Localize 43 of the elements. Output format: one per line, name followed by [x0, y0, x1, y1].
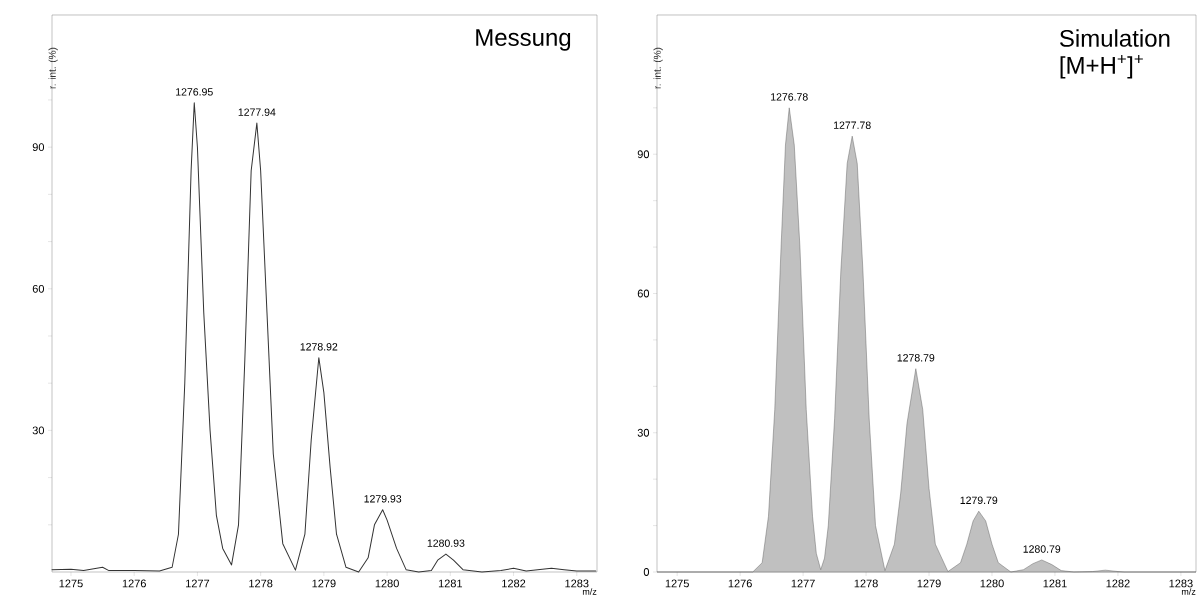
x-tick-label: 1276	[122, 579, 146, 588]
x-tick-label: 1277	[186, 579, 210, 588]
y-tick-label: 30	[637, 428, 650, 437]
annotation: 1278.79	[897, 354, 935, 362]
x-tick-label: 1279	[312, 579, 336, 588]
x-tick-label: 1275	[665, 579, 689, 588]
x-tick-label: 1278	[854, 579, 878, 588]
annotation: 1277.78	[834, 121, 871, 129]
annotation: 1276.95	[176, 88, 213, 96]
x-tick-label: 1280	[980, 579, 1004, 588]
y-tick-label: 60	[32, 284, 45, 293]
text: [M+H$^{+}$]$^{+}$	[1060, 54, 1143, 79]
x-tick-label: 1281	[1043, 579, 1067, 588]
x-tick-label: 1282	[1106, 579, 1130, 588]
x-tick-label: 1283	[1169, 579, 1193, 588]
text: Messung	[476, 29, 571, 51]
x-axis-title: m/z	[582, 588, 597, 595]
annotation: 1278.92	[300, 343, 338, 351]
y-axis-title: r. int. (%)	[653, 47, 663, 89]
annotation: 1280.79	[1023, 545, 1061, 553]
annotation: 1277.94	[238, 108, 276, 116]
x-tick-label: 1282	[502, 579, 526, 588]
annotation: 1279.79	[960, 496, 998, 504]
x-tick-label: 1276	[728, 579, 752, 588]
x-tick-label: 1280	[375, 579, 399, 588]
x-tick-label: 1283	[565, 579, 589, 588]
annotation: 1279.93	[364, 495, 402, 503]
annotation: 1280.93	[427, 539, 465, 547]
y-tick-label: 60	[637, 289, 650, 298]
annotation: 1276.78	[771, 93, 808, 101]
y-axis-title: r. int. (%)	[48, 47, 58, 89]
y-tick-label: 90	[637, 150, 650, 159]
x-tick-label: 1279	[917, 579, 941, 588]
y-tick-label: 90	[32, 143, 45, 152]
chart-title: Simulation	[1059, 29, 1170, 47]
x-tick-label: 1281	[438, 579, 463, 588]
x-tick-label: 1278	[249, 579, 273, 588]
x-tick-label: 1277	[791, 579, 815, 588]
y-tick-label: 30	[32, 426, 45, 435]
x-axis-title: m/z	[1181, 588, 1196, 595]
y-tick-label: 0	[643, 568, 650, 576]
line-series	[51, 102, 597, 573]
x-tick-label: 1275	[59, 579, 83, 588]
